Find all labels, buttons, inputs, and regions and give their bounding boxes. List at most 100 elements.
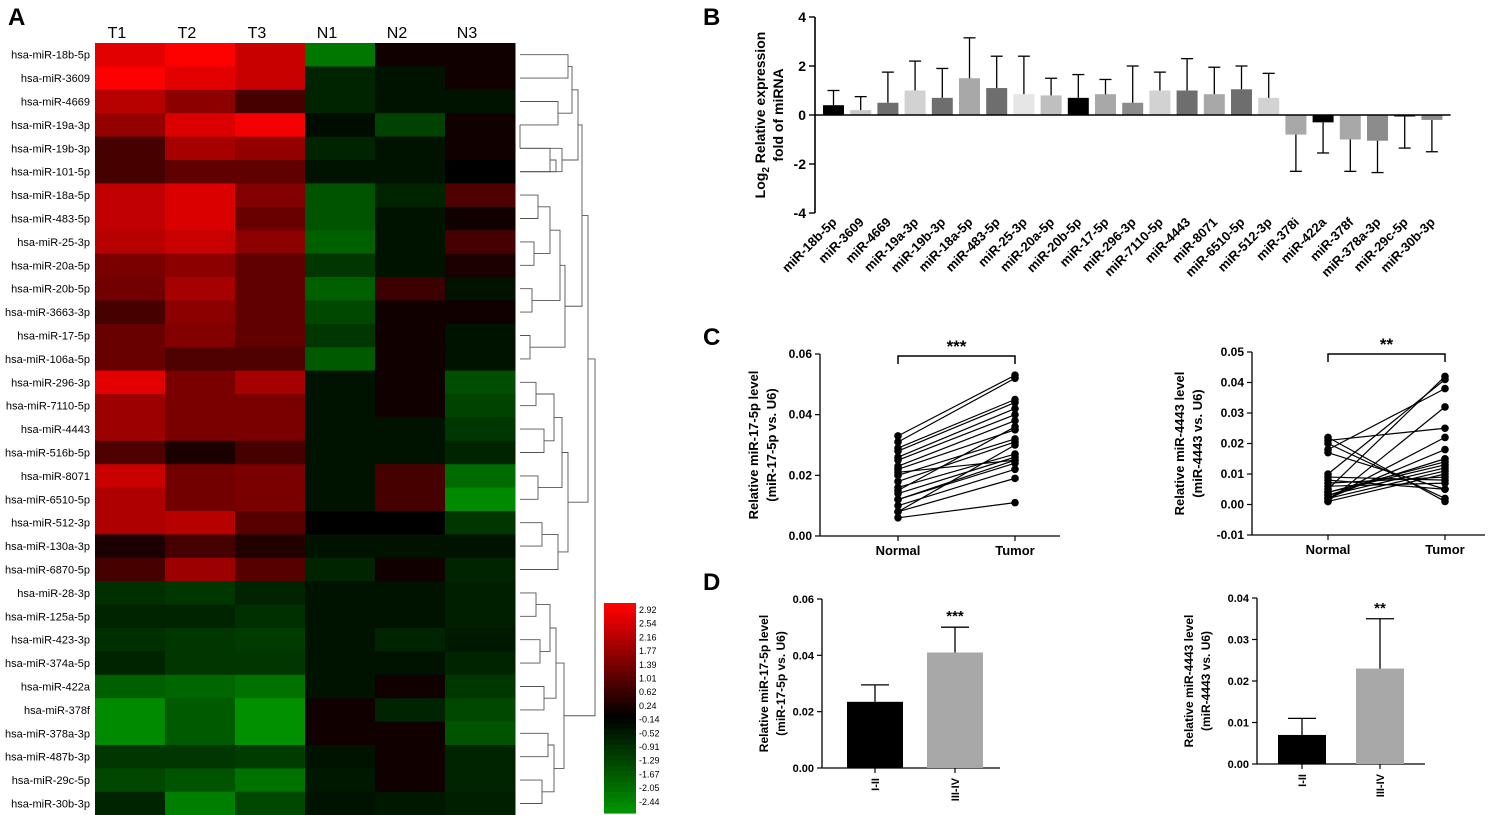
heatmap-row-label: hsa-miR-378f <box>24 705 91 717</box>
heatmap-cell <box>95 136 166 161</box>
heatmap-cell <box>445 43 516 67</box>
paired-line <box>897 414 1016 461</box>
heatmap-cell <box>95 394 166 418</box>
y-tick-label: 4 <box>798 9 806 25</box>
paired-line <box>897 438 1016 476</box>
tumor-point <box>1011 404 1019 413</box>
dendrogram-branch <box>520 159 557 173</box>
heatmap-cell <box>95 464 166 489</box>
heatmap-row-label: hsa-miR-18b-5p <box>11 50 90 62</box>
legend-color-step <box>604 802 636 809</box>
heatmap-cell <box>165 721 236 746</box>
heatmap-cell <box>235 651 306 676</box>
dendrogram-branch <box>568 215 589 503</box>
heatmap-cell <box>235 557 306 582</box>
heatmap-cell <box>165 581 236 606</box>
dendrogram-branch <box>520 522 543 547</box>
normal-point <box>894 514 902 522</box>
heatmap-cell <box>165 136 236 161</box>
legend-color-step <box>604 760 636 767</box>
heatmap-cell <box>235 581 306 606</box>
bar <box>1231 89 1252 115</box>
bar <box>847 701 903 768</box>
bar <box>1258 97 1280 115</box>
normal-point <box>894 462 902 471</box>
bar <box>931 97 953 115</box>
x-tick-label: Normal <box>1306 542 1351 557</box>
y-tick-label: -4 <box>794 205 807 221</box>
paired-line <box>1327 479 1446 490</box>
heatmap-cell <box>375 440 446 465</box>
tumor-point <box>1441 445 1449 454</box>
heatmap-cell <box>235 394 306 418</box>
normal-point <box>894 438 902 446</box>
paired-line <box>1327 464 1446 493</box>
legend-tick-label: 2.16 <box>639 632 657 642</box>
panel-label-b: B <box>703 4 720 31</box>
legend-color-step <box>604 645 636 651</box>
normal-point <box>1324 448 1332 457</box>
y-tick-label: 0.02 <box>1221 437 1245 451</box>
heatmap-cell <box>375 160 446 184</box>
heatmap-row-label: hsa-miR-130a-3p <box>5 541 90 553</box>
heatmap-cell <box>445 370 516 395</box>
heatmap-cell <box>305 440 376 465</box>
paired-line <box>1327 427 1446 442</box>
heatmap-cell <box>375 66 446 91</box>
heatmap-cell <box>165 323 236 348</box>
dendrogram-branch <box>520 288 533 313</box>
heatmap-row-label: hsa-miR-30b-3p <box>11 799 90 811</box>
heatmap-row-label: hsa-miR-19a-3p <box>11 120 90 132</box>
heatmap-cell <box>235 440 306 465</box>
tumor-point <box>1441 473 1449 481</box>
paired-line <box>897 426 1016 492</box>
heatmap-cell <box>305 206 376 231</box>
normal-point <box>894 432 902 440</box>
heatmap-cell <box>305 511 376 535</box>
legend-color-step <box>604 666 636 672</box>
paired-line <box>897 429 1016 470</box>
dendrogram-root <box>564 358 596 717</box>
heatmap-cell <box>445 66 516 91</box>
bar <box>1278 734 1326 764</box>
heatmap-row-label: hsa-miR-422a <box>21 682 91 694</box>
dendrogram-branch <box>534 206 551 255</box>
heatmap-cell <box>375 89 446 114</box>
heatmap-cell <box>95 791 166 815</box>
heatmap-cell <box>95 557 166 582</box>
heatmap-cell <box>305 581 376 606</box>
paired-line <box>897 459 1016 473</box>
paired-line <box>897 401 1016 452</box>
heatmap-cell <box>445 464 516 489</box>
heatmap-cell <box>375 628 446 652</box>
y-tick-label: 0.00 <box>1228 759 1249 771</box>
heatmap-cell <box>445 674 516 699</box>
heatmap-cell <box>235 417 306 442</box>
heatmap-cell <box>235 674 306 699</box>
heatmap-cell <box>375 791 446 815</box>
tumor-point <box>1441 433 1449 442</box>
heatmap-cell <box>305 136 376 161</box>
heatmap-row-label: hsa-miR-106a-5p <box>5 354 90 366</box>
significance-stars: *** <box>947 337 967 356</box>
heatmap-cell <box>375 674 446 699</box>
bar-chart-panel-b: 420-2-4miR-18b-5pmiR-3609miR-4669miR-19a… <box>752 9 1451 280</box>
dendrogram-branch <box>520 428 545 453</box>
heatmap-cell <box>95 323 166 348</box>
bar <box>1356 668 1404 764</box>
legend-tick-label: -0.14 <box>639 715 660 725</box>
heatmap-row-label: hsa-miR-28-3p <box>17 588 90 600</box>
dendrogram-branch <box>536 393 555 442</box>
bar <box>959 78 980 115</box>
legend-tick-label: -0.52 <box>639 728 660 738</box>
heatmap-cell <box>165 347 236 372</box>
heatmap-cell <box>235 66 306 91</box>
heatmap-cell <box>165 370 236 395</box>
dendrogram-branch <box>520 194 539 219</box>
x-tick-label: Tumor <box>1425 542 1464 557</box>
legend-color-step <box>604 792 636 798</box>
paired-line <box>897 444 1016 513</box>
bar <box>1285 115 1307 135</box>
normal-point <box>1324 439 1332 448</box>
heatmap-cell <box>235 487 306 512</box>
